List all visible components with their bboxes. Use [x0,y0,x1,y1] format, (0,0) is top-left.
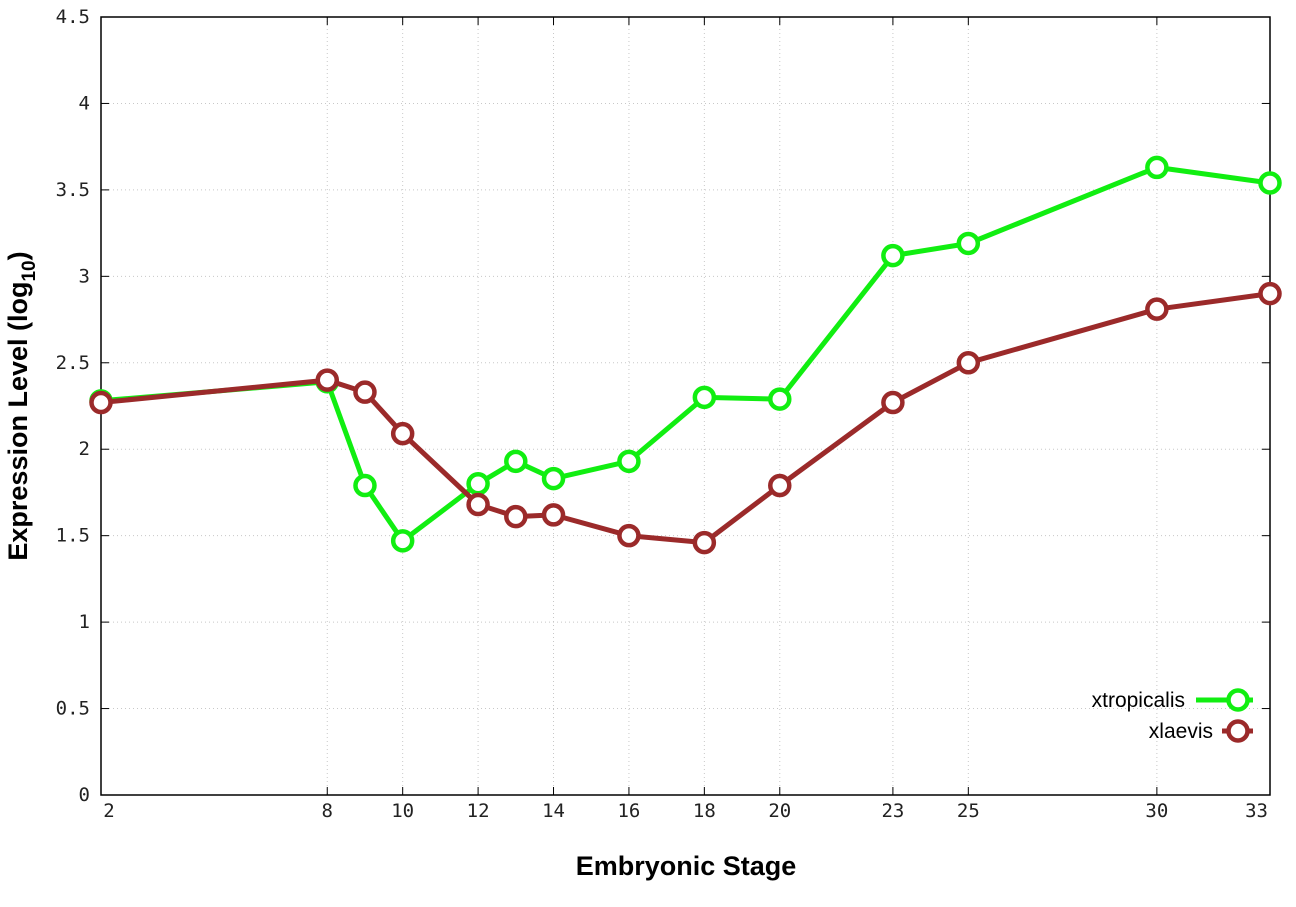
data-point-xtropicalis [353,473,377,498]
y-tick-label: 4.5 [56,6,90,28]
data-point-xtropicalis [504,449,528,474]
data-point-xlaevis [768,473,792,498]
legend-marker-xlaevis [1226,719,1250,743]
data-point-xtropicalis [390,529,415,553]
data-point-xtropicalis [768,387,792,411]
plot-frame [100,16,1271,796]
data-point-xtropicalis [541,466,566,491]
data-point-xlaevis [315,368,340,392]
data-point-xlaevis [353,380,377,404]
data-point-xlaevis [541,503,566,527]
y-tick-label: 1 [79,611,90,633]
y-tick-label: 4 [79,92,90,114]
data-point-xlaevis [617,523,641,548]
x-tick-label: 14 [542,800,565,822]
data-point-xlaevis [881,390,905,415]
x-tick-label: 30 [1145,800,1168,822]
data-point-xtropicalis [1258,171,1282,195]
legend: xtropicalis xlaevis [1092,688,1253,743]
x-tick-label: 25 [957,800,980,822]
x-tick-label: 12 [467,800,490,822]
x-axis-title: Embryonic Stage [576,851,797,881]
data-point-xlaevis [504,504,528,529]
data-point-xtropicalis [881,243,905,268]
x-tick-label: 23 [881,800,904,822]
x-tick-label: 10 [391,800,414,822]
legend-entry-xtropicalis: xtropicalis [1092,688,1253,712]
x-tick-label: 2 [103,800,114,822]
y-tick-label: 3 [79,265,90,287]
x-tick-label: 18 [693,800,716,822]
y-tick-label: 0 [79,784,90,806]
legend-marker-xtropicalis [1226,688,1250,712]
series-line-xlaevis [98,291,1273,546]
y-tick-label: 2.5 [56,352,90,374]
y-axis-title-subscript: 10 [19,260,40,281]
data-point-xlaevis [1145,297,1169,321]
y-tick-label: 3.5 [56,179,90,201]
data-point-xtropicalis [617,449,641,474]
series-line-xtropicalis [98,164,1273,544]
data-point-xlaevis [692,530,717,555]
series-xtropicalis [89,155,1282,553]
x-tick-label: 20 [768,800,791,822]
legend-entry-xlaevis: xlaevis [1149,719,1253,743]
data-point-xtropicalis [956,231,981,256]
y-tick-label: 2 [79,438,90,460]
axis-ticks: 0 0.5 1 1.5 2 2.5 3 3.5 4 4.5 2 8 10 12 14 16 18 20 23 25 30… [56,6,1271,822]
grid-lines [101,17,1270,795]
data-point-xlaevis [390,421,415,446]
x-tick-label: 33 [1245,800,1268,822]
y-axis-title: Expression Level (log10) [3,251,40,560]
series-xlaevis [89,281,1282,555]
data-point-xlaevis [466,492,490,517]
y-tick-label: 1.5 [56,525,90,547]
data-point-xlaevis [1258,281,1282,306]
data-point-xtropicalis [466,472,490,496]
x-tick-label: 8 [322,800,333,822]
series-lines [89,155,1282,555]
y-tick-label: 0.5 [56,698,90,720]
x-tick-label: 16 [617,800,640,822]
legend-label-xtropicalis: xtropicalis [1092,689,1185,712]
data-point-xlaevis [89,390,113,415]
data-point-xlaevis [956,351,981,375]
data-point-xtropicalis [692,385,717,410]
legend-label-xlaevis: xlaevis [1149,720,1213,743]
data-point-xtropicalis [1145,155,1169,180]
